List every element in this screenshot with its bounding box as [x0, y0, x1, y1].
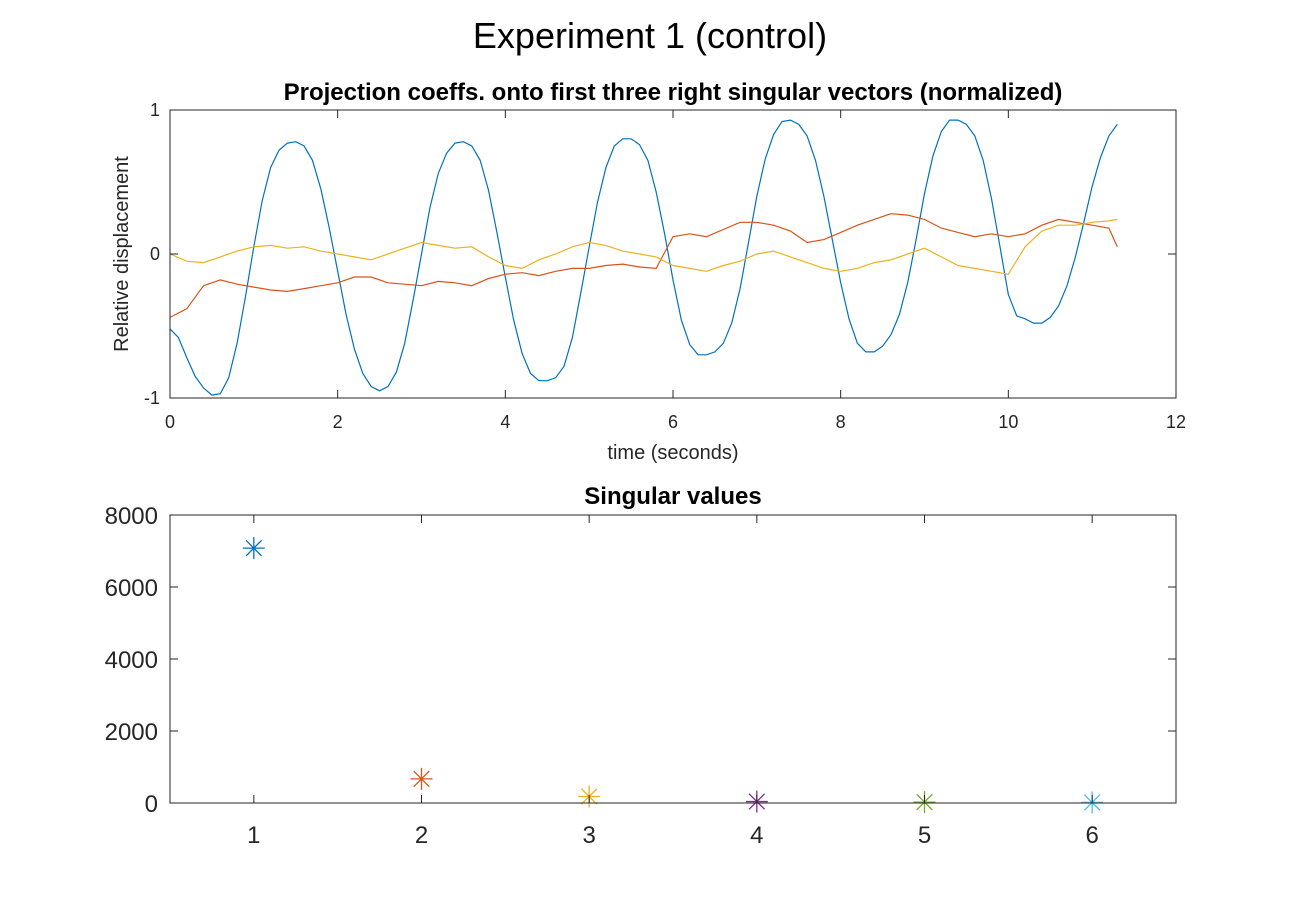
projection-plot-lines [169, 119, 1118, 396]
series-line-1 [169, 119, 1118, 396]
y-tick-label: -1 [144, 388, 160, 408]
singular-values-plot-ticks: 1 2 3 4 5 6 0 2000 4000 6000 8000 [105, 503, 1176, 849]
x-tick-label: 1 [247, 822, 260, 849]
singular-value-point-2 [410, 767, 433, 790]
projection-plot-frame [169, 109, 1177, 399]
figure-title: Experiment 1 (control) [473, 15, 827, 56]
x-tick-label: 4 [750, 822, 763, 849]
projection-plot-title: Projection coeffs. onto first three righ… [284, 79, 1063, 106]
y-tick-label: 4000 [105, 647, 158, 674]
x-tick-label: 8 [836, 412, 846, 432]
singular-values-points [242, 537, 1104, 814]
x-tick-label: 10 [998, 412, 1018, 432]
x-tick-label: 2 [333, 412, 343, 432]
x-tick-label: 3 [582, 822, 595, 849]
y-tick-label: 2000 [105, 719, 158, 746]
x-tick-label: 6 [668, 412, 678, 432]
x-tick-label: 6 [1085, 822, 1098, 849]
y-tick-label: 6000 [105, 575, 158, 602]
series-line-2 [169, 213, 1118, 318]
singular-values-plot-title: Singular values [584, 483, 761, 510]
x-tick-label: 5 [918, 822, 931, 849]
singular-values-plot: Singular values 1 2 3 4 5 6 0 2000 4000 6000 8000 [105, 483, 1177, 849]
projection-plot-ticks: 0 2 4 6 8 10 12-101 [144, 100, 1186, 432]
x-tick-label: 0 [165, 412, 175, 432]
projection-plot-ylabel: Relative displacement [111, 156, 133, 352]
singular-value-point-1 [242, 537, 265, 560]
y-tick-label: 1 [150, 100, 160, 120]
projection-plot-xlabel: time (seconds) [607, 442, 738, 464]
singular-values-plot-frame [169, 514, 1177, 804]
y-tick-label: 0 [150, 244, 160, 264]
y-tick-label: 0 [145, 791, 158, 818]
y-tick-label: 8000 [105, 503, 158, 530]
x-tick-label: 4 [500, 412, 510, 432]
x-tick-label: 2 [415, 822, 428, 849]
series-line-3 [169, 218, 1118, 275]
projection-plot: Projection coeffs. onto first three righ… [111, 79, 1186, 464]
x-tick-label: 12 [1166, 412, 1186, 432]
